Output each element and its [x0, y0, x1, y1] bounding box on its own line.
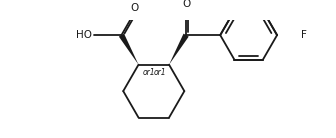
Text: F: F	[300, 30, 306, 40]
Text: O: O	[182, 0, 190, 9]
Text: or1: or1	[143, 68, 155, 77]
Text: HO: HO	[76, 30, 92, 40]
Text: O: O	[131, 3, 139, 13]
Polygon shape	[169, 34, 189, 65]
Polygon shape	[119, 34, 138, 65]
Text: or1: or1	[154, 68, 166, 77]
